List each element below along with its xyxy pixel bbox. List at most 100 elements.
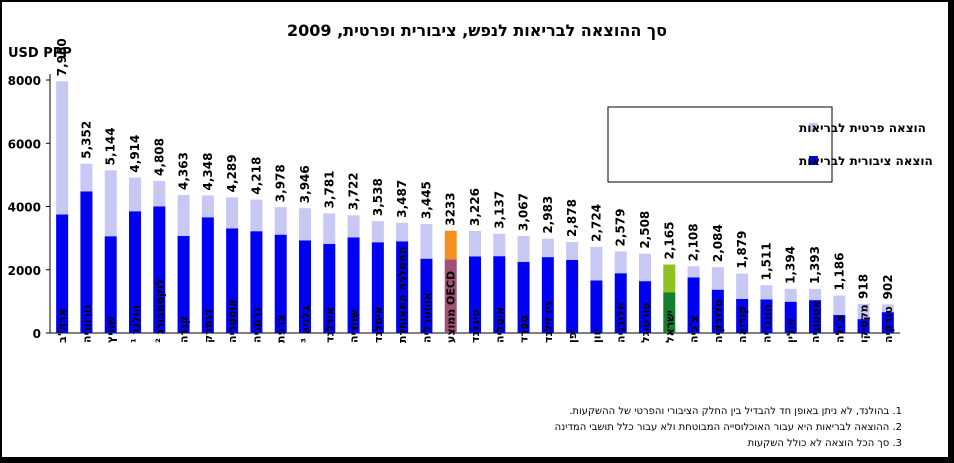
category-label: נורווגיה: [80, 304, 93, 343]
total-label: 2,878: [565, 199, 579, 237]
y-tick-label: 4000: [8, 201, 41, 215]
total-label: 4,289: [225, 154, 239, 192]
bar-private: [201, 195, 214, 218]
bar-public: [687, 277, 700, 333]
category-label: סלובניה: [615, 303, 628, 343]
category-label: סלובקיה: [712, 299, 725, 343]
bar-public: [881, 312, 894, 333]
category-label: מקסיקו: [858, 304, 871, 343]
total-label: 2,108: [687, 223, 701, 261]
total-label: 3,781: [322, 170, 336, 208]
health-expenditure-chart: סך ההוצאה לבריאות לנפש, ציבורית ופרטית, …: [8, 21, 933, 343]
bar-private: [711, 267, 724, 290]
bar-private: [784, 288, 797, 302]
bar-public: [566, 259, 579, 333]
category-label: פינלנד: [469, 309, 482, 343]
total-label: 2,983: [541, 196, 555, 234]
bar-private: [250, 199, 263, 232]
bar-public: [226, 228, 239, 333]
bar-public: [201, 217, 214, 333]
category-label: גרמניה: [250, 308, 263, 343]
total-label: 1,879: [735, 231, 749, 269]
category-label: אוסטרליה: [420, 292, 433, 343]
total-label: 5,352: [79, 121, 93, 159]
bar-public: [541, 257, 554, 333]
bar-public: [517, 261, 530, 333]
total-label: 1,186: [832, 253, 846, 291]
footnote-2: 2. ההוצאה לבריאות היא עבור האוכלוסייה המ…: [554, 422, 902, 433]
bar-public: [469, 256, 481, 333]
category-label: יפן: [566, 329, 579, 343]
category-label: יוון: [590, 328, 603, 343]
bar-public: [56, 214, 69, 333]
category-label: פולין: [785, 318, 798, 343]
bar-private: [420, 224, 433, 259]
bar-private: [687, 266, 700, 278]
category-label: הונגריה: [760, 304, 773, 343]
bar-public: [590, 280, 603, 333]
bar-private: [857, 303, 870, 320]
category-label: קנדה: [178, 316, 191, 343]
bar-private: [639, 253, 651, 282]
total-label: 2,724: [589, 204, 603, 242]
bar-private: [833, 295, 846, 315]
bar-public: [129, 211, 141, 333]
legend-box: [607, 106, 833, 183]
bar-private: [129, 177, 141, 212]
bar-public: [493, 256, 506, 333]
category-label: ישראל: [663, 310, 676, 343]
bar-public: [444, 259, 457, 333]
y-tick-label: 0: [33, 327, 41, 341]
bar-private: [444, 230, 457, 260]
category-label: OECD ממוצע: [445, 271, 458, 343]
bar-public: [760, 299, 773, 333]
bar-private: [274, 207, 287, 235]
category-label: דנמרק: [202, 309, 215, 343]
category-label: אירלנד: [323, 307, 336, 343]
total-label: 4,363: [177, 152, 191, 190]
category-label: טורקיה: [882, 306, 895, 343]
bar-private: [469, 230, 481, 257]
bar-public: [614, 273, 627, 333]
bar-series: [56, 81, 894, 333]
bar-private: [881, 304, 894, 313]
bar-private: [80, 163, 93, 192]
bar-public: [420, 258, 433, 333]
bar-private: [299, 208, 311, 241]
footnotes: 1. בהולנד, לא ניתן באופן חד להבדיל בין ה…: [382, 404, 902, 452]
total-label: 1,511: [759, 242, 773, 280]
y-axis-label: USD PPP: [8, 46, 72, 61]
total-label: 1,393: [808, 246, 822, 284]
bar-private: [760, 285, 773, 300]
chart-frame: סך ההוצאה לבריאות לנפש, ציבורית ופרטית, …: [2, 2, 948, 457]
total-label: 3,722: [347, 172, 361, 210]
bar-private: [614, 251, 627, 274]
legend-private-swatch: [809, 123, 818, 132]
bar-private: [736, 273, 749, 299]
bar-private: [347, 215, 360, 238]
category-label: אסטוניה: [809, 300, 822, 343]
total-label: 3,445: [419, 181, 433, 219]
bar-public: [857, 319, 870, 333]
bar-public: [274, 234, 287, 333]
category-label: פורטוגל: [639, 303, 652, 343]
total-label: 3,137: [492, 191, 506, 229]
footnote-1: 1. בהולנד, לא ניתן באופן חד להבדיל בין ה…: [569, 406, 902, 417]
legend: הוצאה פרטית לבריאות הוצאה ציבורית לבריאו…: [607, 106, 933, 183]
category-label: אוסטריה: [226, 299, 239, 343]
bar-private: [323, 213, 336, 244]
bar-private: [226, 197, 239, 229]
total-label: 2,508: [638, 211, 652, 249]
category-label: איטליה: [493, 307, 506, 343]
category-label: קוריאה: [736, 306, 749, 343]
footnote-3: 3. סך הכל הוצאה לא כולל השקעות: [747, 438, 902, 449]
chart-title: סך ההוצאה לבריאות לנפש, ציבורית ופרטית, …: [287, 21, 667, 40]
bar-public: [347, 237, 360, 333]
category-label: הממלכה המאוחדת: [396, 246, 409, 343]
bar-public: [250, 231, 263, 333]
bar-public: [711, 289, 724, 333]
y-tick-label: 6000: [8, 137, 41, 151]
bar-public: [177, 235, 190, 333]
total-label: 902: [881, 274, 895, 299]
category-label: ניו זילנד: [542, 301, 555, 343]
